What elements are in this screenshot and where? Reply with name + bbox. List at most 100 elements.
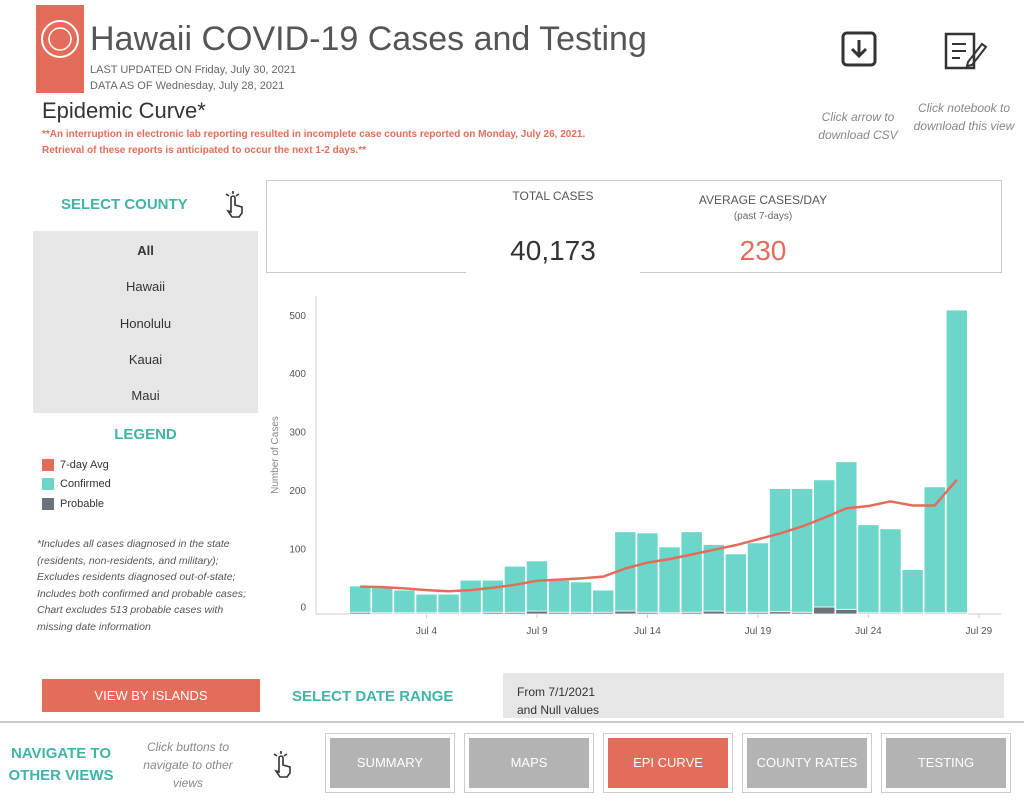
nav-button-label: EPI CURVE bbox=[608, 738, 728, 788]
note: **An interruption in electronic lab repo… bbox=[42, 129, 586, 140]
legend-swatch bbox=[42, 497, 54, 510]
nav-button-label: TESTING bbox=[886, 738, 1006, 788]
legend-title: LEGEND bbox=[114, 426, 177, 443]
y-tick-label: 400 bbox=[289, 369, 306, 380]
date-range-box[interactable]: From 7/1/2021 and Null values bbox=[503, 673, 1004, 718]
kpi-value: 40,173 bbox=[510, 235, 596, 266]
footnote: *Includes all cases diagnosed in the sta… bbox=[37, 538, 246, 633]
nav-button[interactable]: EPI CURVE bbox=[603, 733, 733, 793]
nav-hint: Click buttons to navigate to other views bbox=[143, 740, 233, 790]
x-tick-label: Jul 24 bbox=[855, 626, 882, 637]
logo bbox=[36, 5, 84, 93]
county-option[interactable]: Kauai bbox=[128, 352, 163, 367]
bar bbox=[371, 587, 394, 614]
bar bbox=[702, 544, 725, 612]
y-tick-label: 200 bbox=[289, 486, 306, 497]
bar bbox=[835, 608, 858, 615]
nav-button-label: SUMMARY bbox=[330, 738, 450, 788]
legend-item: Probable bbox=[42, 494, 242, 514]
bar bbox=[813, 479, 836, 608]
y-axis-label: Number of Cases bbox=[270, 416, 281, 494]
bar bbox=[769, 488, 792, 613]
bar bbox=[481, 579, 504, 613]
nav-title: OTHER VIEWS bbox=[8, 767, 114, 784]
pointer-icon bbox=[225, 191, 243, 218]
nav-button[interactable]: COUNTY RATES bbox=[742, 733, 872, 793]
bar bbox=[945, 309, 968, 614]
bar bbox=[658, 546, 681, 614]
bar bbox=[879, 528, 902, 614]
bar bbox=[525, 560, 548, 612]
bar bbox=[901, 569, 924, 614]
bar bbox=[702, 610, 725, 615]
notebook-icon[interactable] bbox=[942, 28, 988, 72]
bar bbox=[459, 579, 482, 614]
bar bbox=[724, 553, 747, 613]
legend-swatch bbox=[42, 458, 54, 471]
kpi-value: 230 bbox=[739, 235, 787, 266]
x-tick-label: Jul 9 bbox=[526, 626, 548, 637]
bar bbox=[680, 531, 703, 613]
bar bbox=[835, 461, 858, 610]
x-tick-label: Jul 19 bbox=[745, 626, 772, 637]
legend-swatch bbox=[42, 478, 54, 491]
logo-seal bbox=[41, 20, 79, 58]
y-tick-label: 0 bbox=[300, 603, 306, 614]
bar bbox=[503, 565, 526, 613]
x-tick-label: Jul 14 bbox=[634, 626, 661, 637]
bar bbox=[548, 579, 571, 613]
note: Retrieval of these reports is anticipate… bbox=[42, 145, 366, 156]
avg-line bbox=[360, 478, 958, 593]
kpi-label: AVERAGE CASES/DAY bbox=[698, 193, 828, 207]
legend: 7-day Avg Confirmed Probable bbox=[42, 455, 242, 514]
y-tick-label: 300 bbox=[289, 428, 306, 439]
y-tick-label: 100 bbox=[289, 544, 306, 555]
divider bbox=[0, 721, 1024, 723]
county-title: SELECT COUNTY bbox=[61, 196, 188, 213]
pointer-icon bbox=[273, 751, 291, 778]
bar bbox=[570, 581, 593, 613]
download-icon[interactable] bbox=[840, 30, 880, 70]
date-range-title: SELECT DATE RANGE bbox=[292, 688, 454, 705]
kpi-gap bbox=[466, 266, 640, 274]
y-tick-label: 500 bbox=[289, 311, 306, 322]
bar bbox=[525, 610, 548, 615]
date-range-line: and Null values bbox=[517, 703, 600, 717]
nav-button[interactable]: MAPS bbox=[464, 733, 594, 793]
bar bbox=[415, 593, 438, 614]
legend-label: Probable bbox=[60, 497, 105, 510]
bar bbox=[857, 524, 880, 614]
county-option[interactable]: Honolulu bbox=[119, 316, 172, 331]
data-as-of: DATA AS OF Wednesday, July 28, 2021 bbox=[90, 80, 285, 92]
view-button[interactable]: VIEW BY ISLANDS bbox=[42, 679, 260, 712]
county-list: All Hawaii Honolulu Kauai Maui bbox=[33, 231, 258, 413]
x-tick-label: Jul 4 bbox=[416, 626, 438, 637]
last-updated: LAST UPDATED ON Friday, July 30, 2021 bbox=[90, 64, 297, 76]
section-title: Epidemic Curve* bbox=[42, 98, 206, 123]
chart: 0 100 200 300 400 500 Jul 4 Jul 9 Jul 14 Jul 19 Ju… bbox=[270, 296, 1001, 637]
date-range-line: From 7/1/2021 bbox=[517, 685, 596, 699]
county-option[interactable]: Hawaii bbox=[125, 279, 165, 294]
county-option[interactable]: Maui bbox=[131, 388, 160, 403]
bar bbox=[636, 532, 659, 613]
title: Hawaii COVID-19 Cases and Testing bbox=[90, 20, 647, 58]
legend-item: 7-day Avg bbox=[42, 455, 242, 475]
bar bbox=[437, 593, 460, 614]
nav-button[interactable]: SUMMARY bbox=[325, 733, 455, 793]
download-hint: Click arrow to download CSV bbox=[818, 110, 898, 142]
kpi-sublabel: (past 7-days) bbox=[733, 211, 793, 222]
nav-title: NAVIGATE TO bbox=[10, 745, 111, 762]
legend-label: 7-day Avg bbox=[60, 458, 109, 471]
bar bbox=[349, 585, 372, 613]
nav-button-label: MAPS bbox=[469, 738, 589, 788]
nav-button[interactable]: TESTING bbox=[881, 733, 1011, 793]
bar bbox=[923, 486, 946, 614]
bar bbox=[813, 606, 836, 615]
county-option[interactable]: All bbox=[137, 243, 154, 258]
bar bbox=[746, 542, 769, 613]
x-tick-label: Jul 29 bbox=[966, 626, 993, 637]
bar bbox=[614, 610, 637, 615]
kpi-label: TOTAL CASES bbox=[512, 189, 594, 203]
